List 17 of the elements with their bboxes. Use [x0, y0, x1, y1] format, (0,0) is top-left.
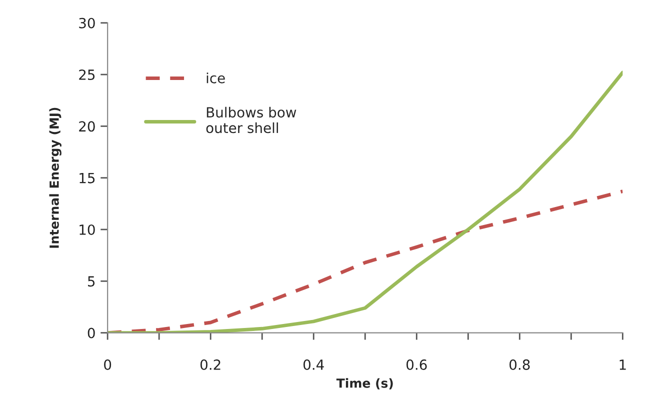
y-tick-label: 30 — [79, 18, 95, 28]
x-tick-label: 1 — [620, 360, 626, 370]
x-tick-label: 0.8 — [510, 359, 530, 370]
y-tick-label: 0 — [88, 328, 95, 338]
x-axis-title: Time (s) — [336, 378, 393, 390]
y-tick-label: 10 — [80, 224, 95, 235]
legend-label: Bulbows bow outer shell — [206, 106, 296, 134]
x-tick-label: 0.2 — [200, 359, 220, 370]
y-tick-label: 25 — [79, 70, 95, 80]
x-tick-label: 0.4 — [303, 359, 324, 370]
y-tick-label: 15 — [80, 172, 95, 184]
legend-label: ice — [206, 72, 225, 84]
y-tick-label: 5 — [88, 276, 95, 287]
y-tick-label: 20 — [79, 121, 95, 132]
y-axis-title: Internal Energy (MJ) — [49, 108, 62, 248]
x-tick-label: 0 — [104, 359, 112, 370]
x-tick-label: 0.6 — [406, 359, 427, 370]
